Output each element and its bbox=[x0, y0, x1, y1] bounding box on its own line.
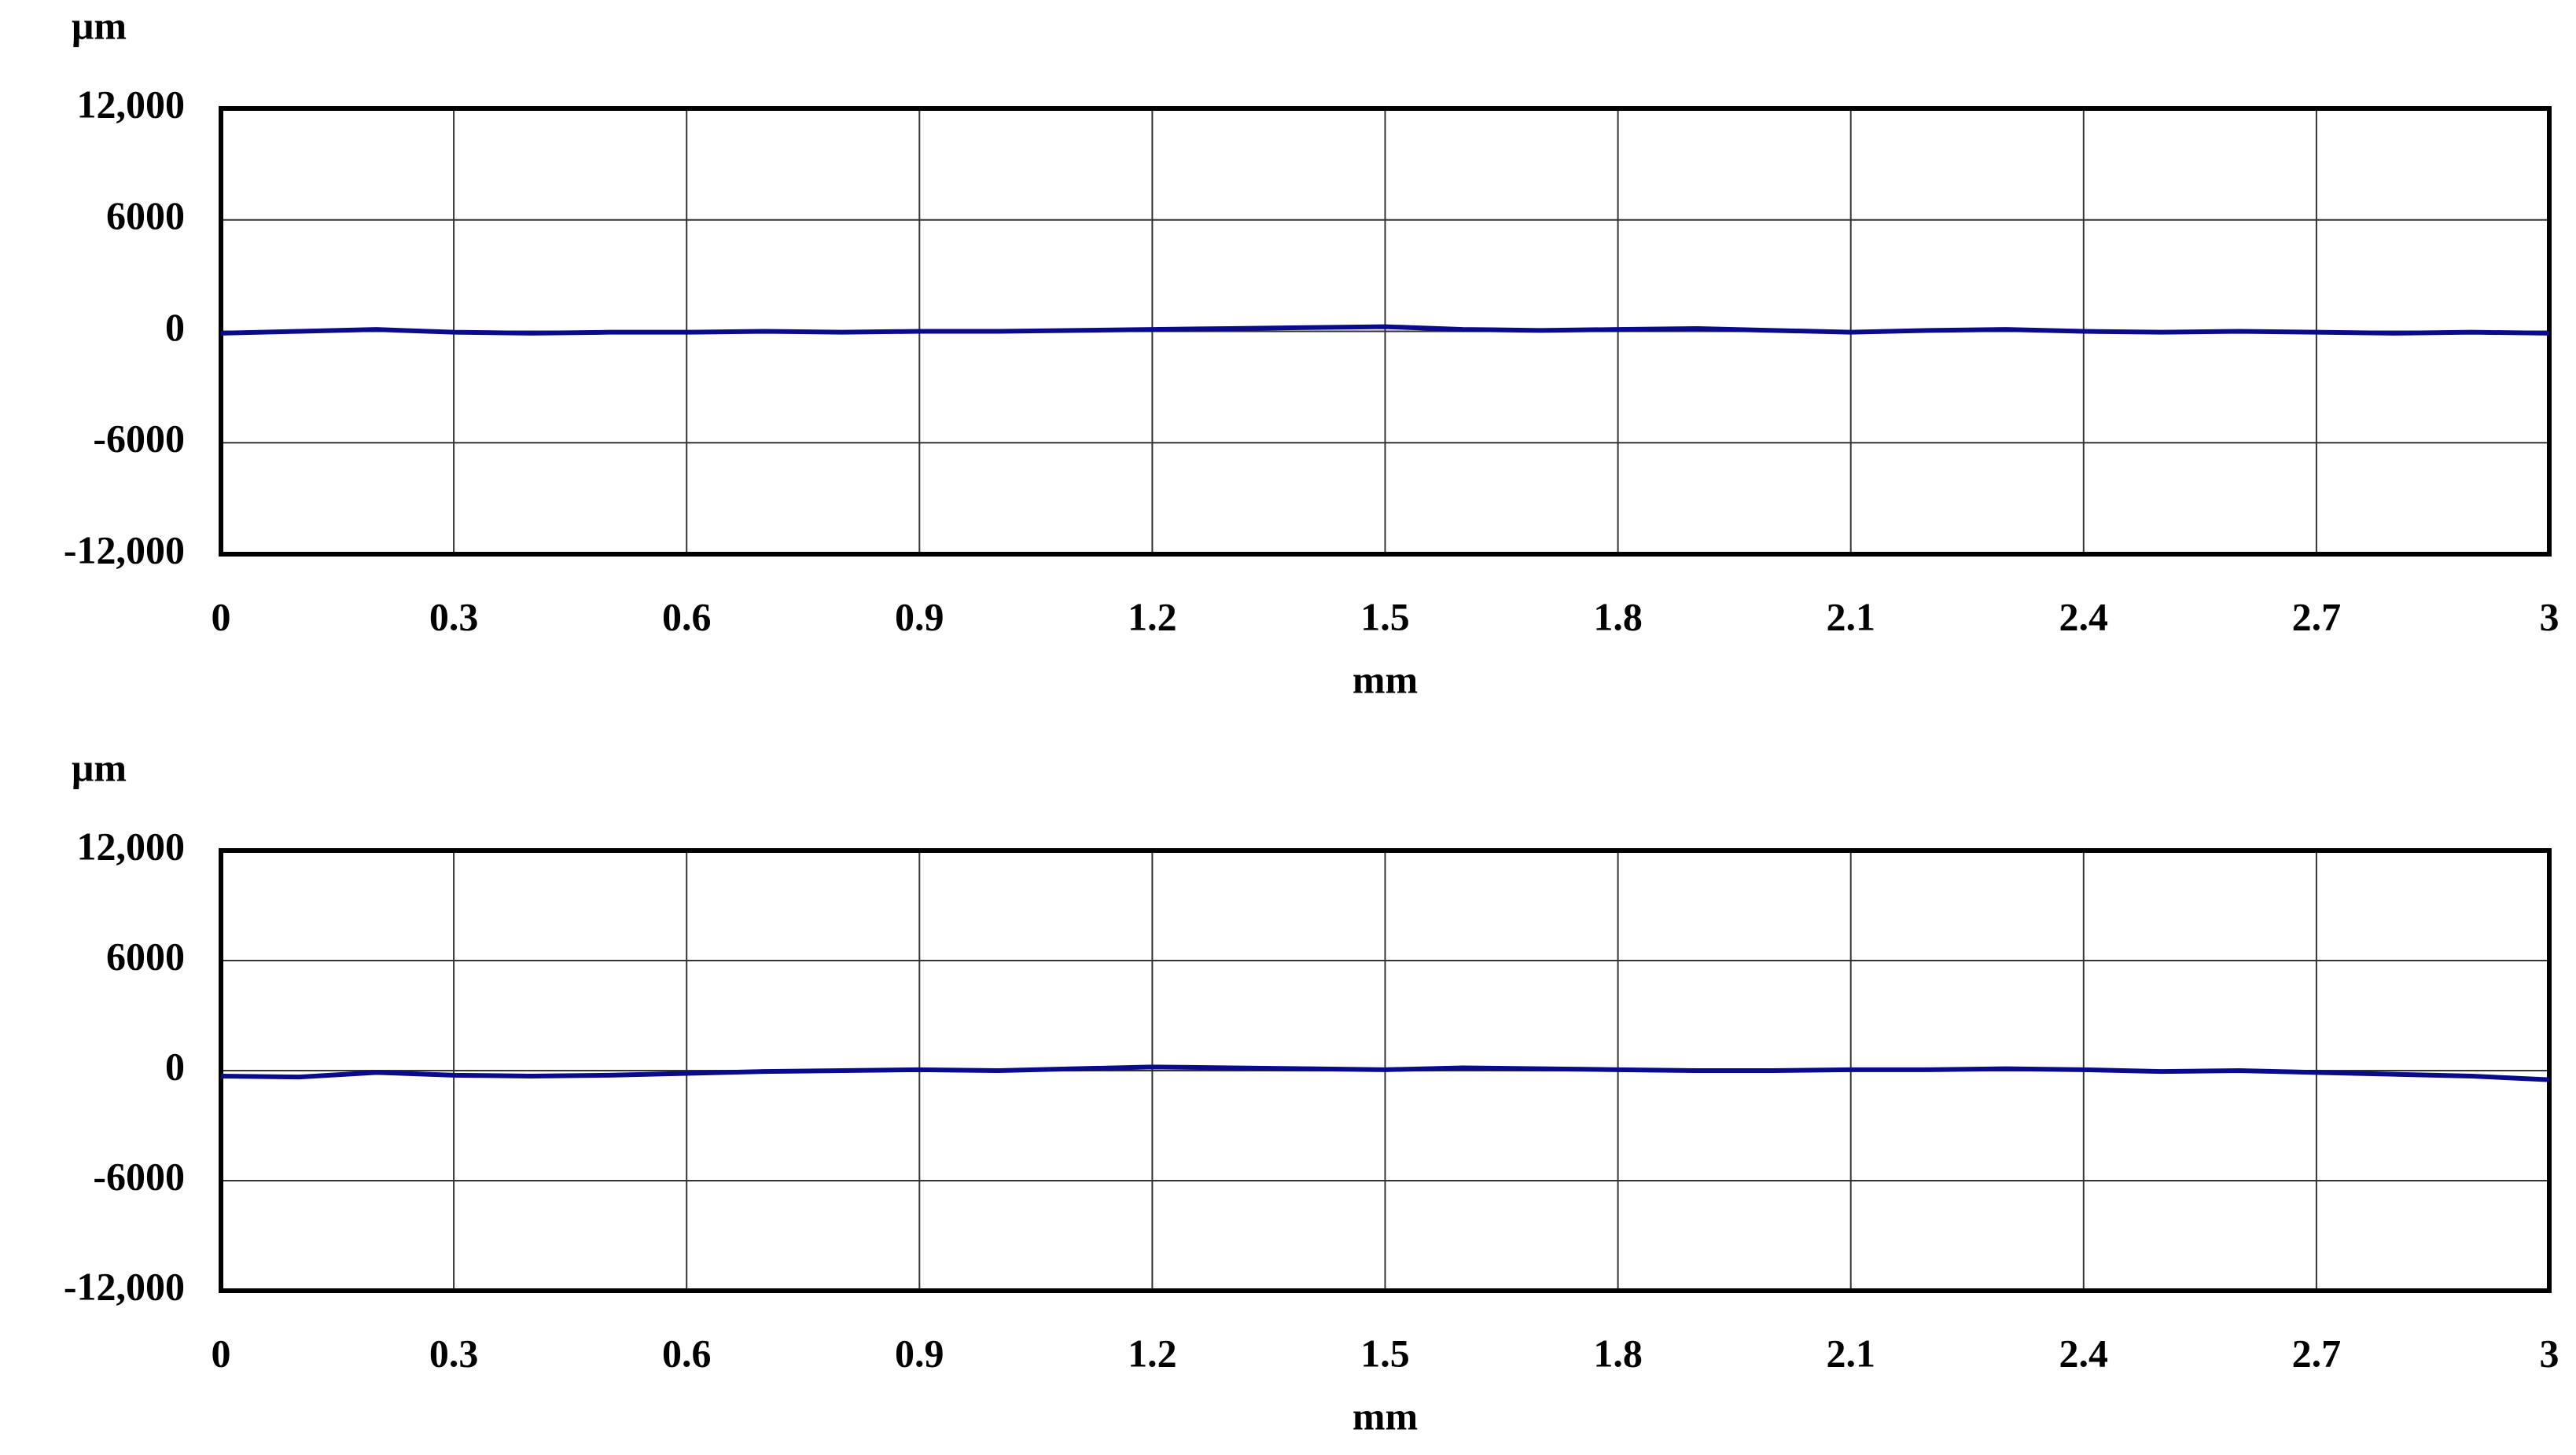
x-tick-label: 1.5 bbox=[1360, 1331, 1410, 1375]
y-tick-label: 12,000 bbox=[77, 824, 186, 868]
y-axis-label: μm bbox=[72, 745, 127, 789]
y-axis-label: μm bbox=[72, 3, 127, 47]
x-tick-label: 2.4 bbox=[2059, 594, 2109, 638]
y-tick-label: -6000 bbox=[93, 417, 185, 461]
y-tick-label: -12,000 bbox=[64, 527, 185, 571]
x-axis-label: mm bbox=[1352, 1394, 1418, 1438]
x-tick-label: 0.9 bbox=[895, 594, 944, 638]
x-tick-label: 2.7 bbox=[2292, 594, 2342, 638]
y-tick-label: 6000 bbox=[106, 934, 185, 978]
x-tick-label: 0.3 bbox=[429, 1331, 479, 1375]
y-tick-label: -6000 bbox=[93, 1154, 185, 1198]
x-tick-label: 0.6 bbox=[662, 1331, 712, 1375]
x-tick-label: 0.6 bbox=[662, 594, 712, 638]
x-tick-label: 0 bbox=[212, 594, 231, 638]
data-line bbox=[220, 324, 2550, 336]
x-tick-label: 0.9 bbox=[895, 1331, 944, 1375]
x-axis-label: mm bbox=[1352, 657, 1418, 701]
x-tick-label: 2.1 bbox=[1826, 1331, 1875, 1375]
x-tick-label: 0.3 bbox=[429, 594, 479, 638]
x-tick-label: 2.1 bbox=[1826, 594, 1875, 638]
x-tick-label: 2.4 bbox=[2059, 1331, 2109, 1375]
y-tick-label: 6000 bbox=[106, 193, 185, 237]
x-tick-label: 2.7 bbox=[2292, 1331, 2342, 1375]
x-tick-label: 3 bbox=[2540, 594, 2559, 638]
data-line bbox=[220, 1064, 2550, 1082]
y-tick-label: 0 bbox=[165, 1044, 185, 1088]
x-tick-label: 1.8 bbox=[1593, 594, 1643, 638]
x-tick-label: 0 bbox=[212, 1331, 231, 1375]
y-tick-label: -12,000 bbox=[64, 1264, 185, 1308]
y-tick-label: 12,000 bbox=[77, 82, 186, 126]
x-tick-label: 3 bbox=[2540, 1331, 2559, 1375]
plot-frame bbox=[219, 848, 2552, 1293]
y-tick-label: 0 bbox=[165, 305, 185, 349]
x-tick-label: 1.8 bbox=[1593, 1331, 1643, 1375]
x-tick-label: 1.5 bbox=[1360, 594, 1410, 638]
x-tick-label: 1.2 bbox=[1128, 594, 1177, 638]
x-tick-label: 1.2 bbox=[1128, 1331, 1177, 1375]
